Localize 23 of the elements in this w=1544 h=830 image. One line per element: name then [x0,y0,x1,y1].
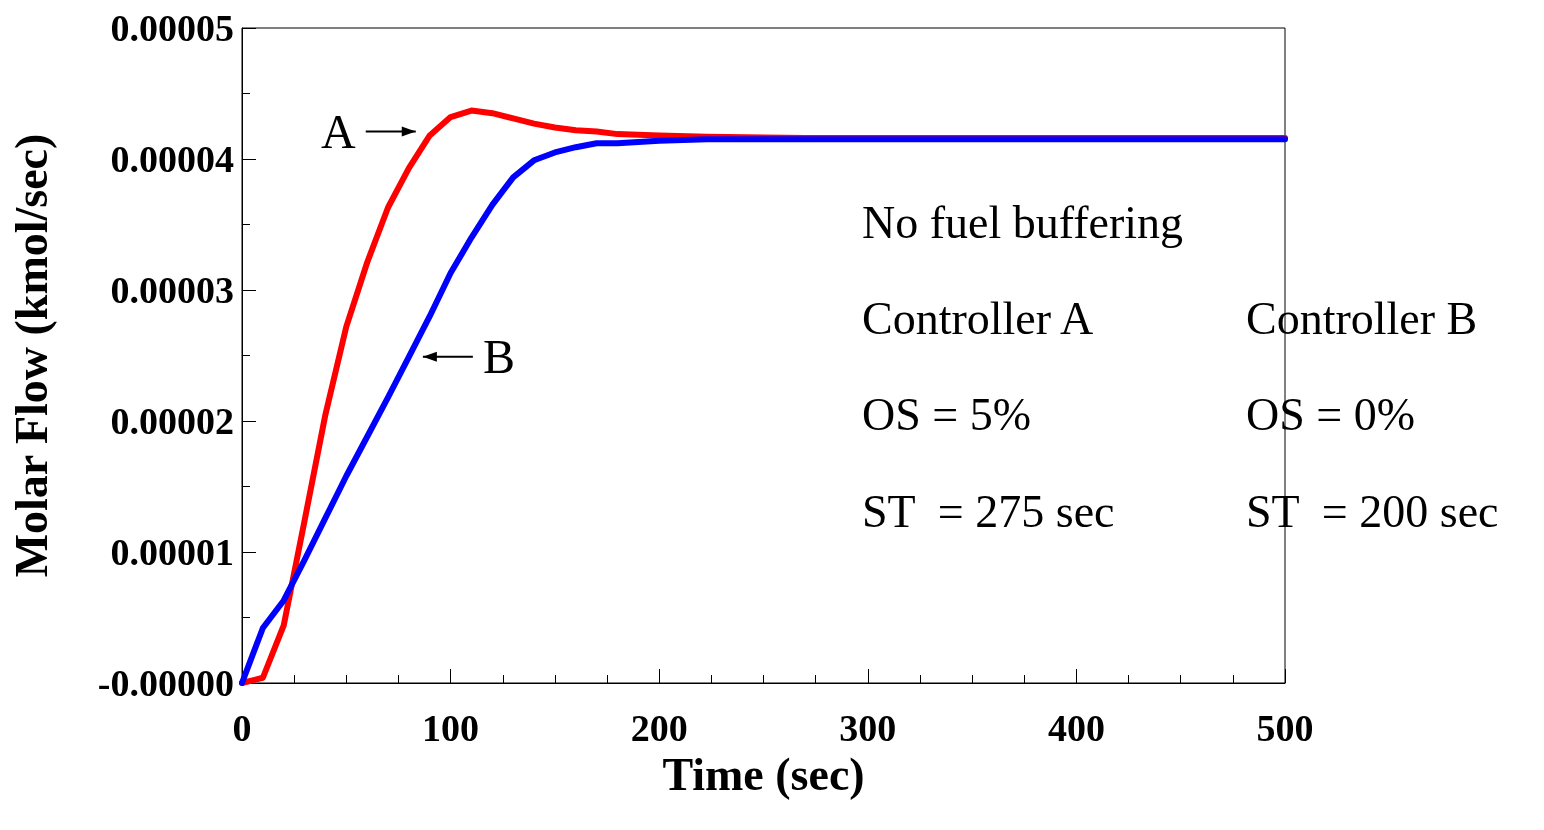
series-label: A [321,104,357,158]
annotation: Controller A [862,292,1094,344]
x-tick-label: 300 [839,707,897,749]
y-tick-label: 0.00005 [110,7,234,49]
y-tick-label: -0.00000 [97,662,234,704]
y-tick-label: 0.00001 [110,531,234,573]
annotation: No fuel buffering [862,196,1184,248]
annotation: Controller B [1246,292,1478,344]
annotation: ST = 275 sec [862,485,1115,537]
x-tick-label: 100 [422,707,480,749]
x-tick-label: 400 [1047,707,1105,749]
x-tick-label: 200 [630,707,688,749]
annotation: ST = 200 sec [1246,485,1499,537]
series-label: B [482,330,515,384]
y-axis-title: Molar Flow (kmol/sec) [5,133,57,578]
y-tick-label: 0.00003 [110,269,234,311]
y-tick-label: 0.00004 [110,138,234,180]
x-tick-label: 0 [232,707,252,749]
y-tick-label: 0.00002 [110,400,234,442]
x-axis-title: Time (sec) [662,749,865,801]
annotation: OS = 5% [862,388,1032,440]
x-tick-label: 500 [1256,707,1314,749]
annotation: OS = 0% [1246,388,1416,440]
